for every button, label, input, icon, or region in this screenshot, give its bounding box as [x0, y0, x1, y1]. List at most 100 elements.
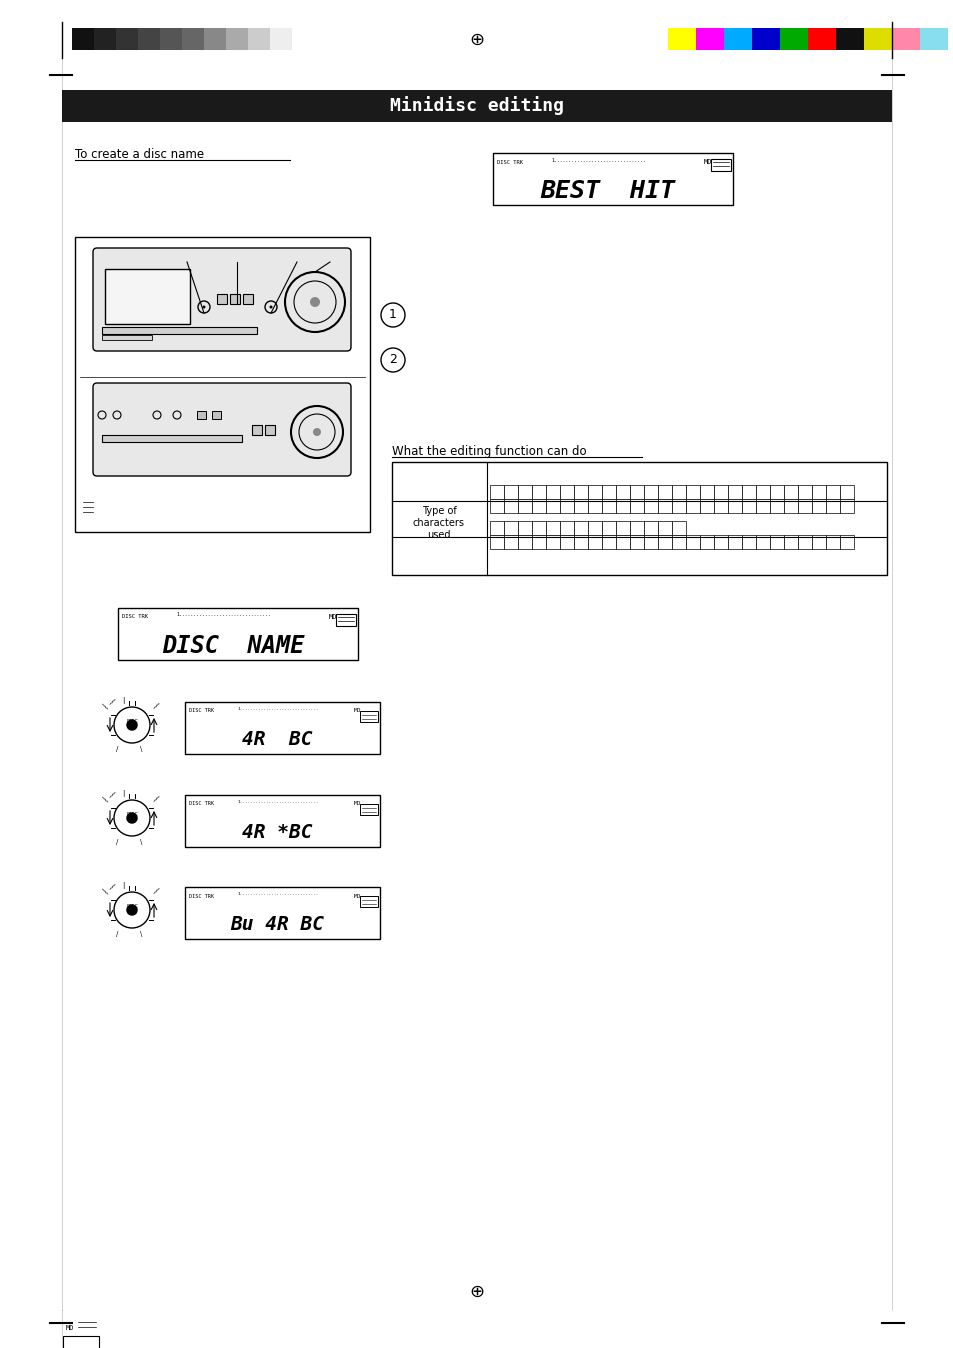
Text: DISC TRK: DISC TRK: [122, 615, 148, 620]
Bar: [517, 485, 532, 499]
Text: |: |: [122, 790, 124, 797]
Bar: [643, 520, 658, 535]
Bar: [840, 535, 853, 549]
Bar: [700, 485, 713, 499]
Bar: [685, 535, 700, 549]
Bar: [710, 159, 730, 171]
Bar: [840, 499, 853, 514]
Text: DISC: DISC: [126, 720, 138, 724]
Circle shape: [202, 306, 205, 309]
Text: \: \: [102, 795, 109, 803]
Bar: [629, 485, 643, 499]
Bar: [359, 803, 377, 816]
Bar: [102, 435, 242, 442]
Bar: [891, 28, 919, 50]
Bar: [769, 499, 783, 514]
Bar: [490, 520, 503, 535]
Bar: [825, 485, 840, 499]
Bar: [919, 28, 947, 50]
Bar: [71, 28, 94, 50]
Text: |: |: [122, 882, 124, 888]
Text: 1: 1: [131, 910, 133, 915]
Text: MD: MD: [354, 709, 361, 713]
Bar: [532, 499, 545, 514]
Bar: [503, 485, 517, 499]
Bar: [741, 499, 755, 514]
Bar: [629, 520, 643, 535]
Bar: [671, 535, 685, 549]
Bar: [230, 294, 240, 305]
Bar: [243, 294, 253, 305]
Text: |: |: [122, 697, 124, 704]
Bar: [783, 499, 797, 514]
Text: MD: MD: [354, 894, 361, 899]
Circle shape: [269, 306, 273, 309]
Bar: [138, 28, 160, 50]
Bar: [629, 499, 643, 514]
Bar: [270, 28, 292, 50]
Bar: [545, 520, 559, 535]
Circle shape: [127, 813, 137, 824]
Bar: [517, 499, 532, 514]
Text: 2: 2: [389, 353, 396, 367]
Bar: [503, 535, 517, 549]
Bar: [751, 28, 780, 50]
Text: DISC: DISC: [126, 813, 138, 817]
Bar: [587, 485, 601, 499]
Bar: [490, 499, 503, 514]
Bar: [643, 485, 658, 499]
Bar: [601, 520, 616, 535]
Text: DISC  NAME: DISC NAME: [162, 634, 304, 658]
Text: Minidisc editing: Minidisc editing: [390, 97, 563, 116]
Bar: [700, 535, 713, 549]
Bar: [616, 485, 629, 499]
Bar: [825, 499, 840, 514]
Bar: [723, 28, 751, 50]
Text: BEST  HIT: BEST HIT: [540, 179, 675, 204]
Bar: [574, 485, 587, 499]
Bar: [629, 535, 643, 549]
Bar: [102, 336, 152, 340]
Bar: [755, 485, 769, 499]
Bar: [616, 535, 629, 549]
Circle shape: [310, 297, 319, 307]
Bar: [671, 520, 685, 535]
Bar: [265, 425, 274, 435]
Text: ⊕: ⊕: [469, 31, 484, 49]
Text: DISC TRK: DISC TRK: [189, 894, 213, 899]
Circle shape: [127, 905, 137, 915]
Bar: [574, 499, 587, 514]
Bar: [755, 535, 769, 549]
Bar: [658, 499, 671, 514]
FancyBboxPatch shape: [92, 383, 351, 476]
Bar: [62, 90, 891, 123]
Bar: [490, 535, 503, 549]
Bar: [807, 28, 835, 50]
Text: MD: MD: [703, 159, 712, 164]
Bar: [700, 499, 713, 514]
Bar: [545, 499, 559, 514]
Text: \: \: [140, 931, 142, 937]
Bar: [517, 520, 532, 535]
Bar: [783, 485, 797, 499]
Text: 1..............................: 1..............................: [236, 892, 318, 896]
Bar: [658, 535, 671, 549]
Bar: [797, 485, 811, 499]
Bar: [226, 28, 248, 50]
Bar: [811, 535, 825, 549]
Text: /: /: [116, 745, 118, 752]
Bar: [204, 28, 226, 50]
Bar: [94, 28, 116, 50]
Bar: [252, 425, 262, 435]
Text: /: /: [116, 838, 118, 845]
Text: \: \: [140, 745, 142, 752]
Text: MD: MD: [354, 802, 361, 806]
Bar: [587, 535, 601, 549]
Bar: [727, 485, 741, 499]
Bar: [797, 499, 811, 514]
Bar: [160, 28, 182, 50]
Bar: [741, 535, 755, 549]
Bar: [811, 485, 825, 499]
Text: 1: 1: [389, 309, 396, 322]
Text: \: \: [102, 702, 109, 710]
